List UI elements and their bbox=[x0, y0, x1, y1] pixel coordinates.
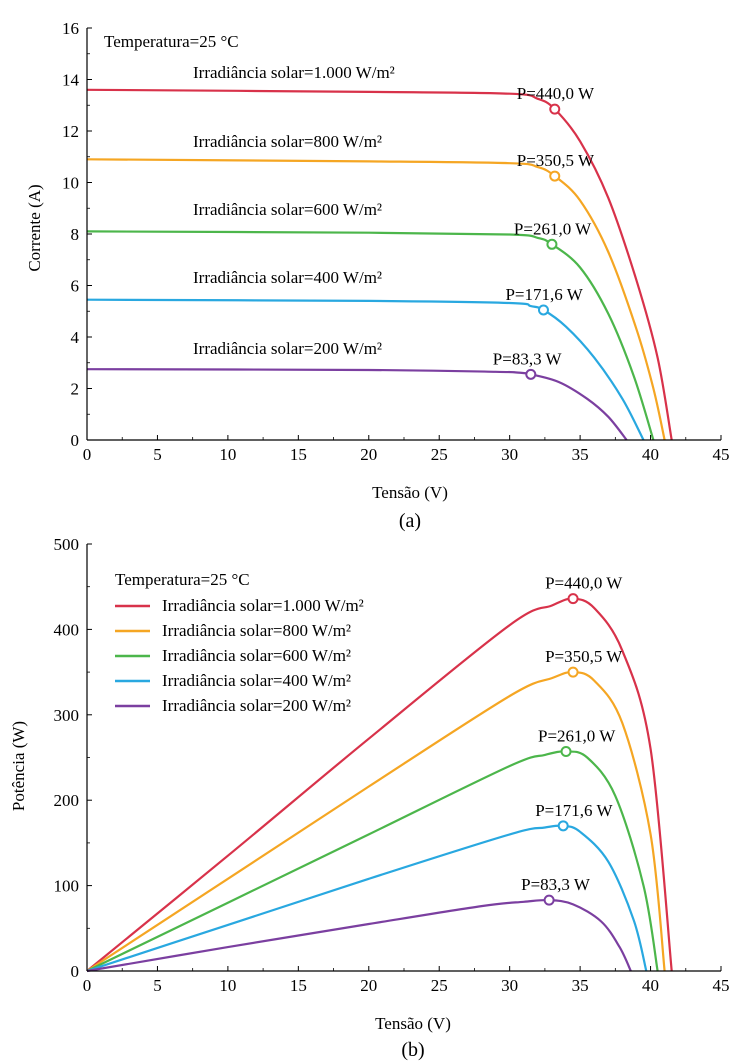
current-x-axis-label: Tensão (V) bbox=[372, 483, 448, 502]
power-x-axis-label: Tensão (V) bbox=[375, 1014, 451, 1033]
current-axes bbox=[86, 27, 722, 441]
series-label-4: Irradiância solar=400 W/m² bbox=[193, 268, 382, 287]
y-tick-label: 500 bbox=[54, 535, 80, 554]
mpp-marker-5 bbox=[525, 368, 537, 380]
mpp-marker-5 bbox=[543, 894, 555, 906]
x-tick-label: 40 bbox=[642, 445, 659, 464]
series-label-5: Irradiância solar=200 W/m² bbox=[193, 339, 382, 358]
x-tick-label: 45 bbox=[713, 976, 730, 995]
legend-label-2: Irradiância solar=800 W/m² bbox=[162, 621, 351, 640]
series-line-3 bbox=[86, 750, 659, 972]
x-tick-label: 30 bbox=[501, 445, 518, 464]
x-tick-label: 5 bbox=[153, 976, 162, 995]
x-tick-label: 0 bbox=[83, 445, 92, 464]
x-tick-label: 30 bbox=[501, 976, 518, 995]
x-tick-label: 35 bbox=[572, 976, 589, 995]
power-y-axis-label: Potência (W) bbox=[9, 721, 28, 811]
series-label-3: Irradiância solar=600 W/m² bbox=[193, 200, 382, 219]
x-tick-label: 40 bbox=[642, 976, 659, 995]
mpp-marker-1 bbox=[567, 593, 579, 605]
x-tick-label: 25 bbox=[431, 976, 448, 995]
x-tick-label: 20 bbox=[360, 445, 377, 464]
x-tick-label: 10 bbox=[219, 976, 236, 995]
y-tick-label: 0 bbox=[71, 962, 80, 981]
series-label-1: Irradiância solar=1.000 W/m² bbox=[193, 63, 395, 82]
power-tick-labels: 0 5 10 15 20 25 30 35 40 45 0 100 200 300 400 500 bbox=[54, 535, 730, 995]
current-tick-labels: 0 5 10 15 20 25 30 35 40 45 0 2 4 6 8 10 12 14 16 bbox=[62, 19, 730, 464]
mpp-marker-4 bbox=[557, 820, 569, 832]
mpp-label-2: P=350,5 W bbox=[545, 647, 623, 666]
y-tick-label: 2 bbox=[71, 380, 80, 399]
mpp-label-3: P=261,0 W bbox=[538, 727, 616, 746]
power-curves bbox=[86, 597, 673, 973]
power-mpp-markers: P=440,0 W P=350,5 W P=261,0 W P=171,6 W P=83… bbox=[521, 574, 623, 906]
y-tick-label: 16 bbox=[62, 19, 79, 38]
mpp-marker-4 bbox=[537, 304, 549, 316]
series-line-4 bbox=[86, 824, 648, 973]
series-label-2: Irradiância solar=800 W/m² bbox=[193, 132, 382, 151]
series-line-5 bbox=[86, 898, 632, 973]
x-tick-label: 20 bbox=[360, 976, 377, 995]
legend-label-4: Irradiância solar=400 W/m² bbox=[162, 671, 351, 690]
series-line-5 bbox=[86, 368, 628, 441]
mpp-label-3: P=261,0 W bbox=[514, 219, 592, 238]
mpp-label-4: P=171,6 W bbox=[505, 285, 583, 304]
y-tick-label: 0 bbox=[71, 431, 80, 450]
mpp-marker-2 bbox=[567, 666, 579, 678]
series-line-3 bbox=[86, 230, 655, 441]
mpp-label-5: P=83,3 W bbox=[521, 875, 591, 894]
x-tick-label: 25 bbox=[431, 445, 448, 464]
mpp-marker-2 bbox=[549, 170, 561, 182]
mpp-label-2: P=350,5 W bbox=[517, 151, 595, 170]
power-temperature-label: Temperatura=25 °C bbox=[115, 570, 250, 589]
series-line-1 bbox=[86, 597, 673, 972]
mpp-label-1: P=440,0 W bbox=[545, 574, 623, 593]
y-tick-label: 4 bbox=[71, 328, 80, 347]
x-tick-label: 15 bbox=[290, 445, 307, 464]
legend-label-3: Irradiância solar=600 W/m² bbox=[162, 646, 351, 665]
mpp-label-1: P=440,0 W bbox=[517, 84, 595, 103]
x-tick-label: 5 bbox=[153, 445, 162, 464]
y-tick-label: 400 bbox=[54, 620, 80, 639]
panel-label-b: (b) bbox=[401, 1039, 424, 1061]
power-axes bbox=[86, 543, 722, 972]
current-series-labels: Irradiância solar=1.000 W/m² Irradiância … bbox=[193, 63, 395, 358]
y-tick-label: 100 bbox=[54, 877, 80, 896]
y-tick-label: 10 bbox=[62, 174, 79, 193]
power-voltage-chart: P=440,0 W P=350,5 W P=261,0 W P=171,6 W P=83… bbox=[9, 535, 730, 1061]
current-mpp-markers: P=440,0 W P=350,5 W P=261,0 W P=171,6 W P=83… bbox=[493, 84, 595, 380]
series-line-2 bbox=[86, 670, 666, 972]
y-tick-label: 200 bbox=[54, 791, 80, 810]
mpp-marker-3 bbox=[560, 746, 572, 758]
mpp-marker-1 bbox=[549, 103, 561, 115]
x-tick-label: 35 bbox=[572, 445, 589, 464]
x-tick-label: 15 bbox=[290, 976, 307, 995]
legend-label-1: Irradiância solar=1.000 W/m² bbox=[162, 596, 364, 615]
mpp-label-5: P=83,3 W bbox=[493, 349, 563, 368]
power-legend: Irradiância solar=1.000 W/m² Irradiância … bbox=[115, 596, 364, 715]
mpp-marker-3 bbox=[546, 238, 558, 250]
series-line-4 bbox=[86, 298, 645, 441]
current-temperature-label: Temperatura=25 °C bbox=[104, 32, 239, 51]
y-tick-label: 12 bbox=[62, 122, 79, 141]
x-tick-label: 0 bbox=[83, 976, 92, 995]
legend-label-5: Irradiância solar=200 W/m² bbox=[162, 696, 351, 715]
x-tick-label: 10 bbox=[219, 445, 236, 464]
y-tick-label: 8 bbox=[71, 225, 80, 244]
current-y-axis-label: Corrente (A) bbox=[25, 184, 44, 271]
y-tick-label: 14 bbox=[62, 71, 80, 90]
y-tick-label: 300 bbox=[54, 706, 80, 725]
mpp-label-4: P=171,6 W bbox=[535, 801, 613, 820]
x-tick-label: 45 bbox=[713, 445, 730, 464]
y-tick-label: 6 bbox=[71, 277, 80, 296]
current-voltage-chart: P=440,0 W P=350,5 W P=261,0 W P=171,6 W P=83… bbox=[25, 19, 730, 532]
panel-label-a: (a) bbox=[399, 510, 421, 532]
